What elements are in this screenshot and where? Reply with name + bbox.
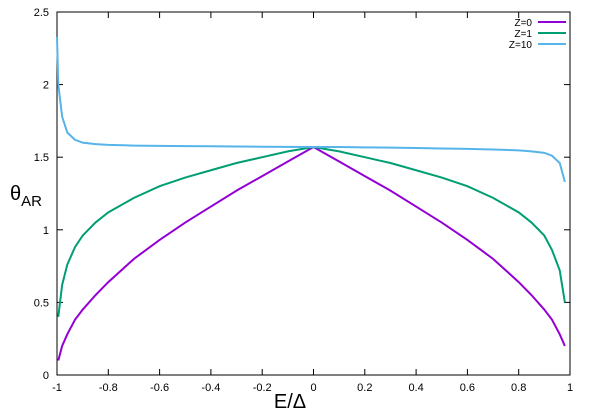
x-tick-label: -0.4 — [201, 382, 220, 394]
x-tick-label: 0.4 — [408, 382, 423, 394]
x-tick-label: 1 — [567, 382, 573, 394]
y-tick-label: 2.5 — [34, 7, 49, 19]
x-tick-label: -1 — [52, 382, 62, 394]
x-tick-label: -0.2 — [253, 382, 272, 394]
x-tick-label: -0.8 — [99, 382, 118, 394]
y-tick-label: 1 — [43, 225, 49, 237]
x-tick-label: 0.2 — [357, 382, 372, 394]
x-tick-label: 0.6 — [460, 382, 475, 394]
y-tick-label: 0 — [43, 370, 49, 382]
y-tick-label: 0.5 — [34, 297, 49, 309]
legend-label: Z=1 — [514, 29, 532, 40]
y-axis-label-main: θ — [10, 183, 21, 205]
x-axis-label: E/Δ — [274, 391, 306, 412]
x-tick-label: 0 — [310, 382, 316, 394]
x-tick-label: 0.8 — [511, 382, 526, 394]
x-tick-label: -0.6 — [150, 382, 169, 394]
series-line — [57, 145, 566, 361]
plot-frame — [56, 11, 571, 376]
y-axis-label: θAR — [10, 183, 42, 210]
y-axis-label-sub: AR — [21, 193, 42, 210]
y-tick-label: 2 — [43, 80, 49, 92]
series-line — [57, 146, 566, 318]
legend-label: Z=0 — [514, 18, 532, 29]
series-line — [56, 36, 566, 183]
y-tick-label: 1.5 — [34, 152, 49, 164]
legend-label: Z=10 — [509, 40, 533, 51]
